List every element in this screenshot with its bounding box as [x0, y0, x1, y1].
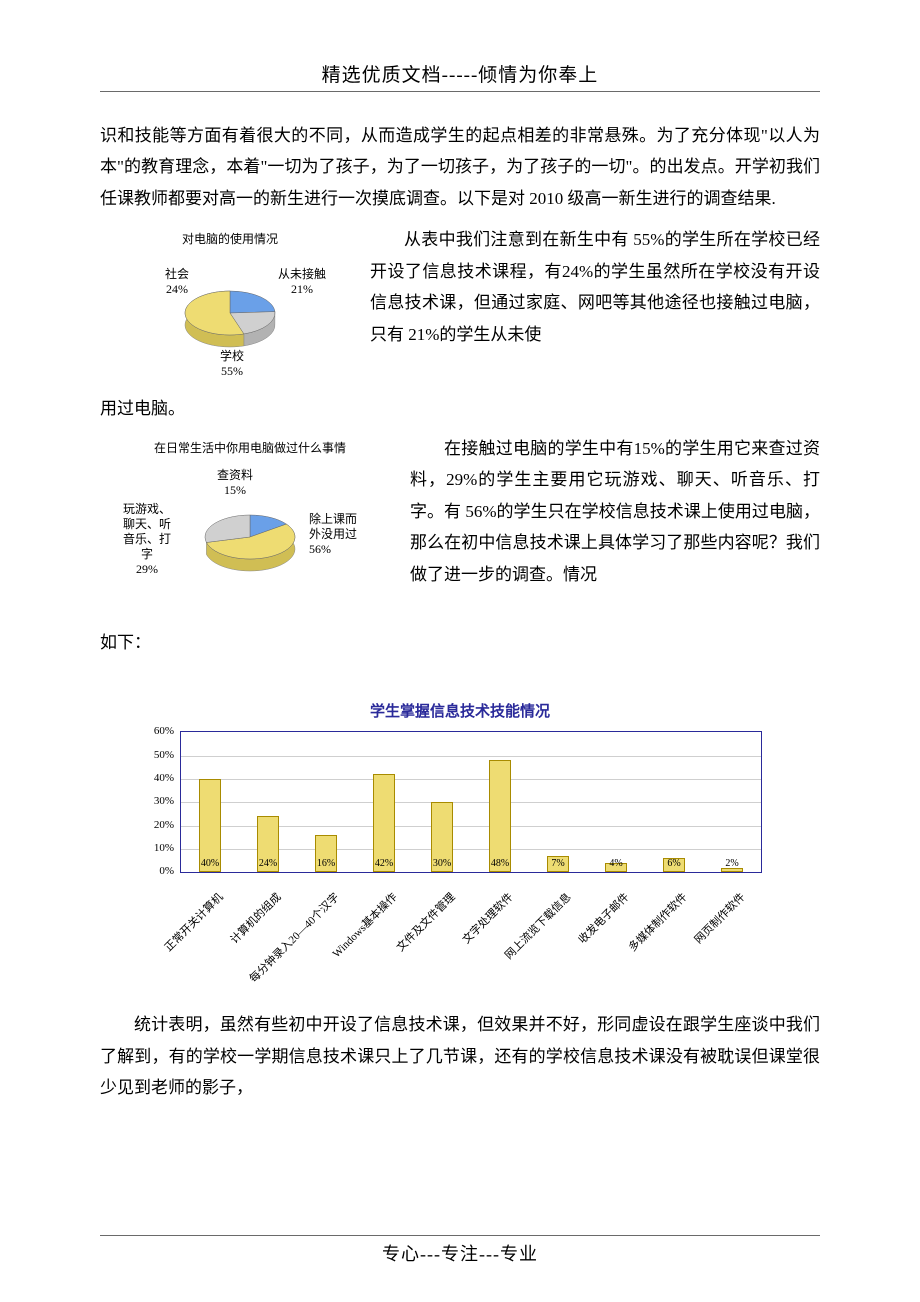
bar-chart-title: 学生掌握信息技术技能情况: [100, 700, 820, 721]
y-tick-label: 0%: [140, 865, 174, 877]
bar-value-label: 30%: [432, 858, 452, 869]
page-footer: 专心---专注---专业: [0, 1235, 920, 1266]
bar: 48%: [489, 760, 511, 872]
page-header: 精选优质文档-----倾情为你奉上: [100, 60, 820, 87]
bar: 42%: [373, 774, 395, 872]
row-pie1: 对电脑的使用情况 社会24% 从未接触21% 学校55% 从表中我们注意到在新生中有…: [100, 224, 820, 393]
pie-slice-label: 查资料15%: [205, 468, 265, 498]
continuation-1: 用过电脑。: [100, 393, 820, 424]
pie-slice-label: 玩游戏、聊天、听音乐、打字29%: [111, 502, 183, 577]
bar: 40%: [199, 779, 221, 872]
bar-value-label: 2%: [722, 858, 742, 869]
row-pie2: 在日常生活中你用电脑做过什么事情 查资料15% 除上课而外没用过56% 玩游戏、聊天…: [100, 433, 820, 627]
bar-value-label: 7%: [548, 858, 568, 869]
category-label: 多媒体制作软件: [625, 889, 691, 955]
category-label: 文件及文件管理: [393, 889, 459, 955]
pie-chart-1: 对电脑的使用情况 社会24% 从未接触21% 学校55%: [100, 224, 360, 393]
y-tick-label: 50%: [140, 749, 174, 761]
gridline: [181, 756, 761, 757]
bar-value-label: 42%: [374, 858, 394, 869]
y-tick-label: 20%: [140, 819, 174, 831]
pie1-title: 对电脑的使用情况: [100, 230, 360, 247]
side-text-2: 在接触过电脑的学生中有15%的学生用它来查过资料，29%的学生主要用它玩游戏、聊…: [400, 433, 820, 590]
bar: 2%: [721, 868, 743, 873]
gridline: [181, 802, 761, 803]
pie-chart-2: 在日常生活中你用电脑做过什么事情 查资料15% 除上课而外没用过56% 玩游戏、聊天…: [100, 433, 400, 627]
bar: 16%: [315, 835, 337, 872]
footer-text: 专心---专注---专业: [0, 1240, 920, 1266]
bar-value-label: 6%: [664, 858, 684, 869]
bar: 4%: [605, 863, 627, 872]
y-tick-label: 30%: [140, 795, 174, 807]
bar: 24%: [257, 816, 279, 872]
side-text-1: 从表中我们注意到在新生中有 55%的学生所在学校已经开设了信息技术课程，有24%…: [360, 224, 820, 350]
bar-chart: 40%24%16%42%30%48%7%4%6%2% 0%10%20%30%40…: [140, 731, 760, 981]
pie-slice-label: 从未接触21%: [270, 267, 334, 297]
category-label: 正常开关计算机: [161, 889, 227, 955]
category-label: 文字处理软件: [458, 889, 516, 947]
bar-value-label: 16%: [316, 858, 336, 869]
bar: 7%: [547, 856, 569, 872]
gridline: [181, 779, 761, 780]
footer-rule: [100, 1235, 820, 1236]
bar-value-label: 48%: [490, 858, 510, 869]
paragraph-3: 统计表明，虽然有些初中开设了信息技术课，但效果并不好，形同虚设在跟学生座谈中我们…: [100, 1009, 820, 1103]
bar-value-label: 24%: [258, 858, 278, 869]
pie2-svg: 查资料15% 除上课而外没用过56% 玩游戏、聊天、听音乐、打字29%: [105, 462, 395, 622]
bar-chart-block: 学生掌握信息技术技能情况 40%24%16%42%30%48%7%4%6%2% …: [100, 700, 820, 981]
pie-slice-label: 除上课而外没用过56%: [309, 512, 389, 557]
bar: 6%: [663, 858, 685, 872]
pie2-title: 在日常生活中你用电脑做过什么事情: [100, 439, 400, 456]
continuation-2: 如下：: [100, 627, 820, 658]
header-rule: [100, 91, 820, 92]
paragraph-1: 识和技能等方面有着很大的不同，从而造成学生的起点相差的非常悬殊。为了充分体现"以…: [100, 120, 820, 214]
pie1-svg: 社会24% 从未接触21% 学校55%: [120, 253, 340, 388]
pie-slice-label: 社会24%: [152, 267, 202, 297]
category-label: 收发电子邮件: [574, 889, 632, 947]
y-tick-label: 10%: [140, 842, 174, 854]
category-label: 网页制作软件: [690, 889, 748, 947]
y-tick-label: 60%: [140, 725, 174, 737]
bar-plot-area: 40% 24% 16% 42% 30% 48% 7% 4% 6% 2%: [180, 731, 762, 873]
y-tick-label: 40%: [140, 772, 174, 784]
pie-slice-label: 学校55%: [202, 349, 262, 379]
category-label: 计算机的组成: [226, 889, 284, 947]
page: 精选优质文档-----倾情为你奉上 识和技能等方面有着很大的不同，从而造成学生的…: [0, 0, 920, 1302]
bar-value-label: 40%: [200, 858, 220, 869]
bar-value-label: 4%: [606, 858, 626, 869]
bar: 30%: [431, 802, 453, 872]
